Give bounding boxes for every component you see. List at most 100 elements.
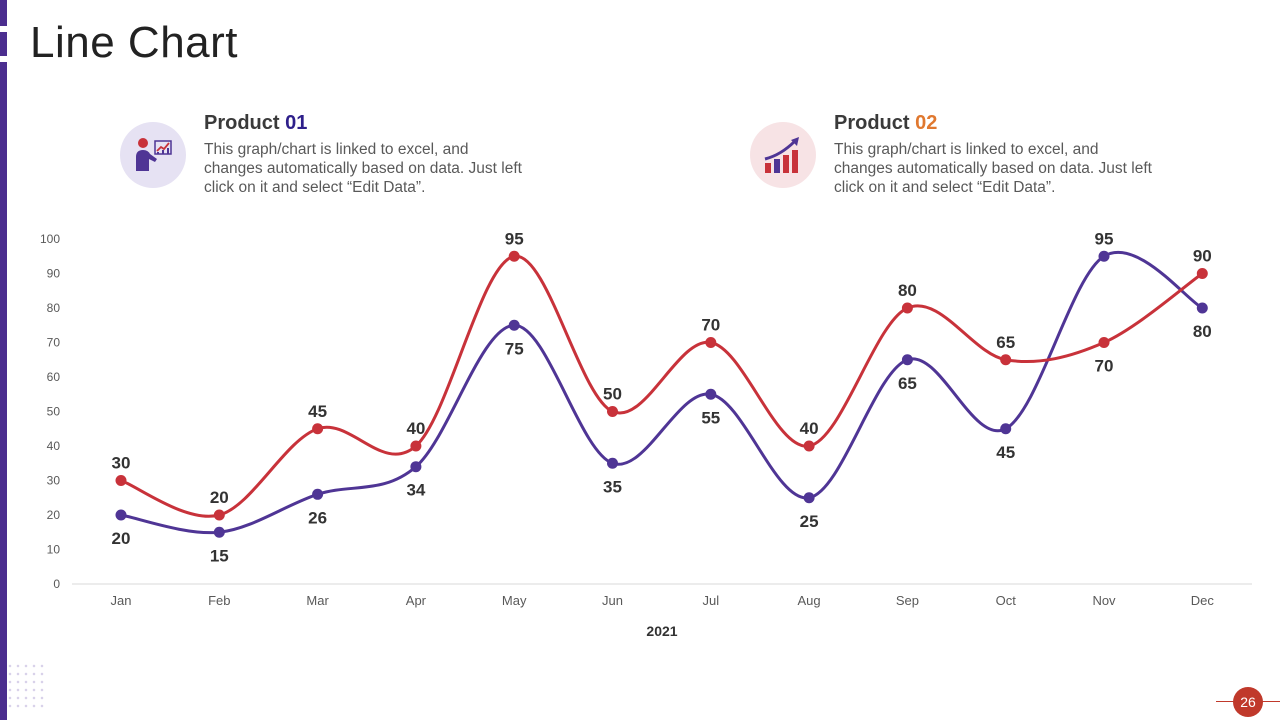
left-bar-gap-lower — [0, 56, 7, 62]
x-tick-label: Jan — [111, 593, 132, 608]
decorative-dot-grid — [6, 662, 44, 710]
left-accent-bar — [0, 0, 7, 720]
series-1-point — [1000, 423, 1012, 435]
presenter-chart-icon — [120, 122, 186, 188]
series-1-point — [213, 526, 225, 538]
x-axis-label: 2021 — [646, 623, 677, 639]
y-tick-label: 0 — [53, 577, 60, 591]
series-1-data-label: 95 — [1095, 229, 1114, 248]
y-tick-label: 70 — [47, 336, 61, 350]
x-tick-label: Feb — [208, 593, 230, 608]
growth-bars-icon — [750, 122, 816, 188]
series-2-data-label: 65 — [996, 333, 1015, 352]
series-1 — [115, 250, 1208, 538]
series-1-data-label: 35 — [603, 477, 622, 496]
series-1-data-label: 55 — [701, 408, 720, 427]
series-2-data-label: 95 — [505, 229, 524, 248]
series-2-point — [901, 302, 913, 314]
series-1-labels: 20 15 26 34 75 35 55 25 65 45 95 80 — [112, 229, 1212, 565]
left-bar-gap — [0, 26, 7, 32]
product-02-text: Product 02 This graph/chart is linked to… — [834, 112, 1154, 197]
product-01-name: Product 01 — [204, 112, 524, 135]
product-01-description: This graph/chart is linked to excel, and… — [204, 141, 522, 196]
line-chart: 0 10 20 30 40 50 60 70 80 90 100 Jan Feb Mar Apr May Ju… — [40, 229, 1252, 639]
series-1-data-label: 45 — [996, 443, 1015, 462]
series-2-point — [705, 337, 717, 348]
y-tick-label: 10 — [47, 543, 61, 557]
series-2-point — [803, 440, 815, 452]
series-1-point — [803, 492, 815, 504]
series-1-point — [607, 457, 618, 469]
series-1-point — [705, 388, 717, 400]
series-2-data-label: 30 — [112, 454, 131, 473]
x-tick-label: May — [502, 593, 527, 608]
page-number: 26 — [1233, 687, 1263, 717]
series-1-data-label: 26 — [308, 508, 327, 527]
product-02-name: Product 02 — [834, 112, 1154, 135]
x-tick-label: Dec — [1191, 593, 1215, 608]
series-2-point — [213, 509, 225, 521]
series-2-labels: 30 20 45 40 95 50 70 40 80 65 70 90 — [112, 229, 1212, 507]
series-1-line — [120, 250, 1204, 535]
product-01-name-prefix: Product — [204, 112, 286, 134]
series-2-data-label: 20 — [210, 488, 229, 507]
x-tick-label: Nov — [1092, 593, 1116, 608]
series-group: 20 15 26 34 75 35 55 25 65 45 95 80 30 20 45 40 95 50 70 40… — [112, 229, 1212, 565]
series-2-point — [1098, 337, 1110, 348]
y-tick-label: 100 — [40, 232, 60, 246]
product-01-text: Product 01 This graph/chart is linked to… — [204, 112, 524, 197]
series-2-point — [607, 406, 618, 417]
series-1-data-label: 75 — [505, 339, 524, 358]
y-tick-label: 50 — [47, 405, 61, 419]
y-tick-label: 90 — [47, 267, 61, 281]
series-1-point — [901, 354, 913, 366]
left-bar-notch — [0, 33, 7, 55]
series-2-data-label: 40 — [800, 419, 819, 438]
y-tick-label: 80 — [47, 301, 61, 315]
series-2-point — [312, 423, 324, 435]
series-2-data-label: 70 — [1095, 357, 1114, 376]
series-1-data-label: 80 — [1193, 322, 1212, 341]
y-tick-label: 60 — [47, 370, 61, 384]
series-1-data-label: 15 — [210, 546, 229, 565]
series-2-data-label: 80 — [898, 281, 917, 300]
series-1-point — [312, 488, 324, 500]
series-2-point — [1000, 354, 1012, 366]
x-tick-label: Apr — [406, 593, 427, 608]
x-axis-ticks: Jan Feb Mar Apr May Jun Jul Aug Sep Oct Nov Dec — [111, 593, 1215, 608]
y-tick-label: 40 — [47, 439, 61, 453]
y-tick-label: 20 — [47, 508, 61, 522]
series-2-point — [115, 475, 127, 486]
slide-title: Line Chart — [30, 18, 239, 67]
x-tick-label: Jul — [702, 593, 719, 608]
series-2-data-label: 50 — [603, 385, 622, 404]
product-02-description: This graph/chart is linked to excel, and… — [834, 141, 1152, 196]
series-1-data-label: 20 — [112, 529, 131, 548]
series-2-data-label: 40 — [406, 419, 425, 438]
x-tick-label: Jun — [602, 593, 623, 608]
x-tick-label: Aug — [798, 593, 821, 608]
series-2-data-label: 45 — [308, 402, 327, 421]
product-02-name-prefix: Product — [834, 112, 916, 134]
series-2-point — [1196, 268, 1208, 279]
series-2-line — [120, 254, 1204, 518]
series-1-point — [1196, 302, 1208, 314]
series-1-data-label: 25 — [800, 512, 819, 531]
y-tick-label: 30 — [47, 474, 61, 488]
series-2-data-label: 70 — [701, 316, 720, 335]
series-2-point — [508, 250, 520, 262]
x-tick-label: Sep — [896, 593, 919, 608]
product-01-number: 01 — [285, 112, 308, 134]
series-2-point — [410, 440, 422, 452]
series-2-data-label: 90 — [1193, 247, 1212, 266]
series-1-point — [1098, 250, 1110, 262]
series-1-data-label: 65 — [898, 374, 917, 393]
y-axis-ticks: 0 10 20 30 40 50 60 70 80 90 100 — [40, 232, 60, 591]
series-1-point — [508, 319, 520, 331]
series-1-data-label: 34 — [406, 481, 425, 500]
series-1-point — [115, 509, 127, 521]
series-1-point — [410, 461, 422, 473]
product-02-number: 02 — [915, 112, 938, 134]
x-tick-label: Oct — [996, 593, 1017, 608]
x-tick-label: Mar — [306, 593, 329, 608]
